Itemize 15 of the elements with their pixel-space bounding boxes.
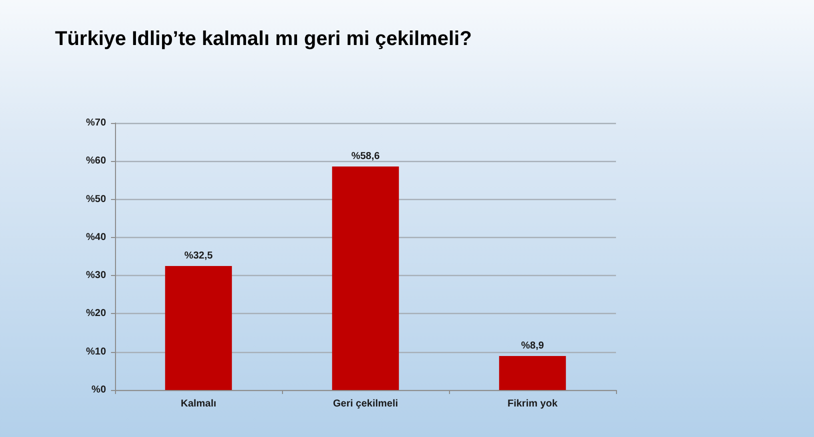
chart-title: Türkiye Idlip’te kalmalı mı geri mi çekilmeli? <box>55 28 472 50</box>
x-tick-label: Geri çekilmeli <box>332 398 398 410</box>
y-tick-label: %50 <box>86 194 106 205</box>
x-tick-label: Fikrim yok <box>507 398 558 410</box>
y-tick-label: %0 <box>92 384 106 396</box>
data-label: %58,6 <box>351 150 380 162</box>
y-tick-label: %60 <box>86 156 106 167</box>
data-label: %32,5 <box>184 250 214 262</box>
y-tick-label: %70 <box>86 118 106 128</box>
y-tick-label: %20 <box>86 308 106 320</box>
data-label: %8,9 <box>521 340 544 352</box>
y-tick-label: %40 <box>86 232 106 243</box>
y-tick-label: %10 <box>86 346 106 358</box>
x-tick-label: Kalmalı <box>180 398 217 410</box>
y-tick-label: %30 <box>86 270 106 282</box>
